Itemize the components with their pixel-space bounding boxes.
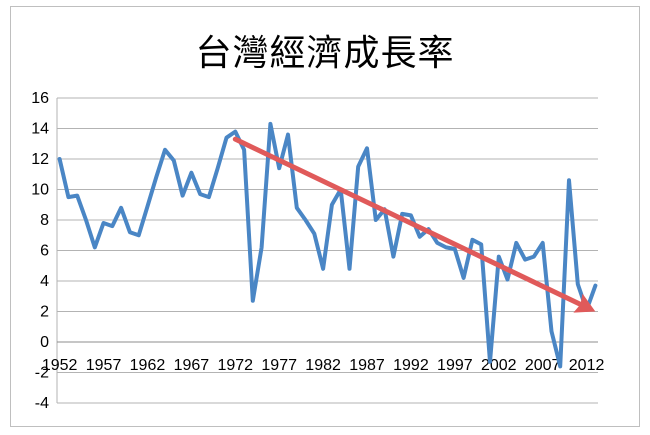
x-tick-label: 1997 xyxy=(437,357,473,374)
trend-arrow-shaft xyxy=(232,136,583,307)
x-tick-label: 1962 xyxy=(130,357,166,374)
x-tick-label: 1972 xyxy=(217,357,253,374)
x-tick-label: 2012 xyxy=(569,357,605,374)
x-tick-label: 2007 xyxy=(525,357,561,374)
x-tick-label: 1952 xyxy=(42,357,78,374)
y-tick-label: 12 xyxy=(31,151,49,168)
y-tick-label: -2 xyxy=(35,365,49,382)
x-tick-label: 1987 xyxy=(349,357,385,374)
y-tick-label: 10 xyxy=(31,182,49,199)
x-tick-label: 1982 xyxy=(305,357,341,374)
x-tick-label: 1957 xyxy=(86,357,122,374)
y-tick-label: 16 xyxy=(31,90,49,107)
y-tick-label: 14 xyxy=(31,121,49,138)
series-line xyxy=(57,121,598,369)
x-tick-label: 1977 xyxy=(261,357,297,374)
y-tick-labels: -4 -2 0 2 4 6 8 10 12 14 16 xyxy=(31,90,49,412)
axes xyxy=(56,98,598,403)
x-tick-label: 2002 xyxy=(481,357,517,374)
x-tick-label: 1992 xyxy=(393,357,429,374)
y-tick-label: -4 xyxy=(35,395,49,412)
trend-arrow-head xyxy=(573,293,596,313)
chart-title: 台灣經濟成長率 xyxy=(195,33,455,74)
y-tick-label: 8 xyxy=(40,212,49,229)
y-tick-label: 2 xyxy=(40,304,49,321)
y-tick-label: 4 xyxy=(40,273,49,290)
y-tick-label: 6 xyxy=(40,243,49,260)
annotation-layer xyxy=(232,136,596,313)
x-tick-labels: 1952 1957 1962 1967 1972 1977 1982 1987 1992 1997… xyxy=(42,357,605,374)
y-tick-label: 0 xyxy=(40,334,49,351)
x-tick-label: 1967 xyxy=(174,357,210,374)
series-layer xyxy=(57,121,598,369)
